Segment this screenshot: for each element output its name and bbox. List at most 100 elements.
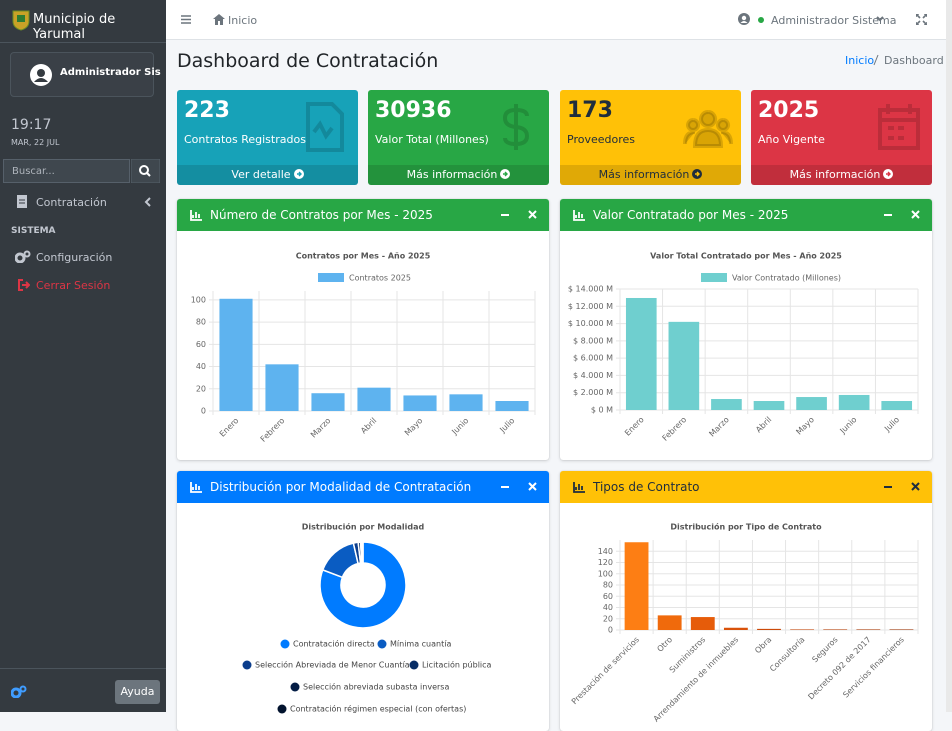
close-button[interactable] [528,210,537,219]
panel-header: Número de Contratos por Mes - 2025 [177,199,549,231]
stat-link[interactable]: Más información [751,165,932,185]
user-menu[interactable]: Administrador Sistema [771,14,897,27]
panel-tools[interactable] [499,481,539,493]
status-dot [758,17,764,23]
legend-dot [409,660,419,670]
y-tick-label: 20 [603,614,613,623]
x-tick-label: Marzo [707,415,731,439]
chart: Contratos por Mes - Año 2025 0 20 40 60 80 100… [191,252,536,444]
panel-icon [573,210,585,221]
stat-box: 2025 Año Vigente Más información [751,90,932,185]
panel-title: Tipos de Contrato [593,480,700,494]
panel-tools[interactable] [499,209,539,221]
stat-link[interactable]: Más información [560,165,741,185]
arrow [886,171,892,177]
x-tick-label: Decreto 092 de 2017 [806,635,872,701]
panel: Número de Contratos por Mes - 2025 Contra… [177,199,549,460]
chart-title: Distribución por Modalidad [302,522,425,532]
clock: 19:17 [11,117,52,133]
icon-shape [306,102,344,152]
close-button[interactable] [528,482,537,491]
fullscreen-button[interactable] [916,14,927,25]
panel-icon [190,210,202,221]
stat-value: 173 [567,98,613,123]
chart: Distribución por Tipo de Contrato 0 20 40 60… [569,522,919,724]
chart: Valor Total Contratado por Mes - Año 202… [568,252,919,443]
y-tick-label: $ 14.000 M [568,285,613,294]
x-tick-label: Enero [623,415,646,438]
date: MAR, 22 JUL [11,138,60,147]
chart-title: Valor Total Contratado por Mes - Año 202… [650,252,842,261]
stat-icon [683,110,733,148]
breadcrumb-link[interactable]: Inicio [845,54,875,67]
chevron [144,197,151,207]
chevron [876,16,884,22]
stat-label: Contratos Registrados [184,133,306,146]
panel-tools[interactable] [882,209,922,221]
legend-label: Contratación régimen especial (con ofert… [290,704,466,714]
panel-header: Tipos de Contrato [560,471,932,503]
y-tick-label: $ 12.000 M [568,302,613,311]
bar [711,399,742,410]
menu-item[interactable]: Contratación [36,196,107,209]
x-tick-label: Consultoría [768,635,807,674]
panel-icon [190,482,202,493]
icon-shape [573,482,585,493]
x-tick-label: Prestación de servicios [569,634,641,706]
help-button[interactable]: Ayuda [115,680,160,704]
y-tick-label: 100 [191,295,206,304]
stat-link[interactable]: Más información [368,165,549,185]
arrow [695,171,701,177]
y-tick-label: $ 8.000 M [573,336,613,345]
stat-value: 223 [184,98,230,123]
chart: Distribución por Modalidad Contratación d… [242,522,492,714]
x-tick-label: Mayo [403,416,425,438]
search-input[interactable]: Buscar... [3,159,130,183]
user-icon [738,13,750,25]
close-button[interactable] [911,210,920,219]
home-icon [213,14,225,25]
x-tick-label: Obra [753,635,773,655]
stat-value: 30936 [375,98,452,123]
settings-icon[interactable] [11,685,27,698]
close-button[interactable] [911,482,920,491]
x-tick-label: Marzo [309,416,333,440]
menu-toggle[interactable] [181,15,191,24]
bar [856,629,881,630]
legend-label: Contratación directa [293,639,375,649]
menu-item[interactable]: Cerrar Sesión [36,279,111,292]
stat-icon [878,104,920,150]
legend-label: Selección abreviada subasta inversa [303,682,449,692]
nav-link[interactable]: Inicio [228,14,258,27]
doughnut-slice [321,542,359,579]
x-tick-label: Julio [497,416,516,435]
x-tick-label: Junio [838,415,859,436]
brand[interactable]: Municipio de Yarumal [33,12,116,42]
legend-dot [377,639,387,649]
menu-item[interactable]: Configuración [36,251,113,264]
search-button[interactable] [131,159,160,183]
bar [690,617,715,630]
stat-link[interactable]: Ver detalle [177,165,358,185]
user-panel[interactable]: Administrador Sis [10,52,161,97]
bar [889,629,914,630]
panel-title: Número de Contratos por Mes - 2025 [210,208,433,222]
doughnut-slice [319,541,407,629]
legend-dot [277,704,287,714]
menu-icon [17,195,27,208]
stat-value: 2025 [758,98,820,123]
bar [796,397,827,410]
y-tick-label: $ 2.000 M [573,388,613,397]
x-tick-label: Abril [359,416,378,435]
legend-swatch [318,273,344,282]
stat-label: Valor Total (Millones) [375,133,489,146]
panel-tools[interactable] [882,481,922,493]
scrollbar[interactable] [946,0,952,712]
doughnut-slice [361,541,364,564]
user-name: Administrador Sis [60,67,161,78]
stat-label: Año Vigente [758,133,825,146]
bar [668,321,700,410]
menu-icon [15,250,31,263]
y-tick-label: 40 [196,362,206,371]
